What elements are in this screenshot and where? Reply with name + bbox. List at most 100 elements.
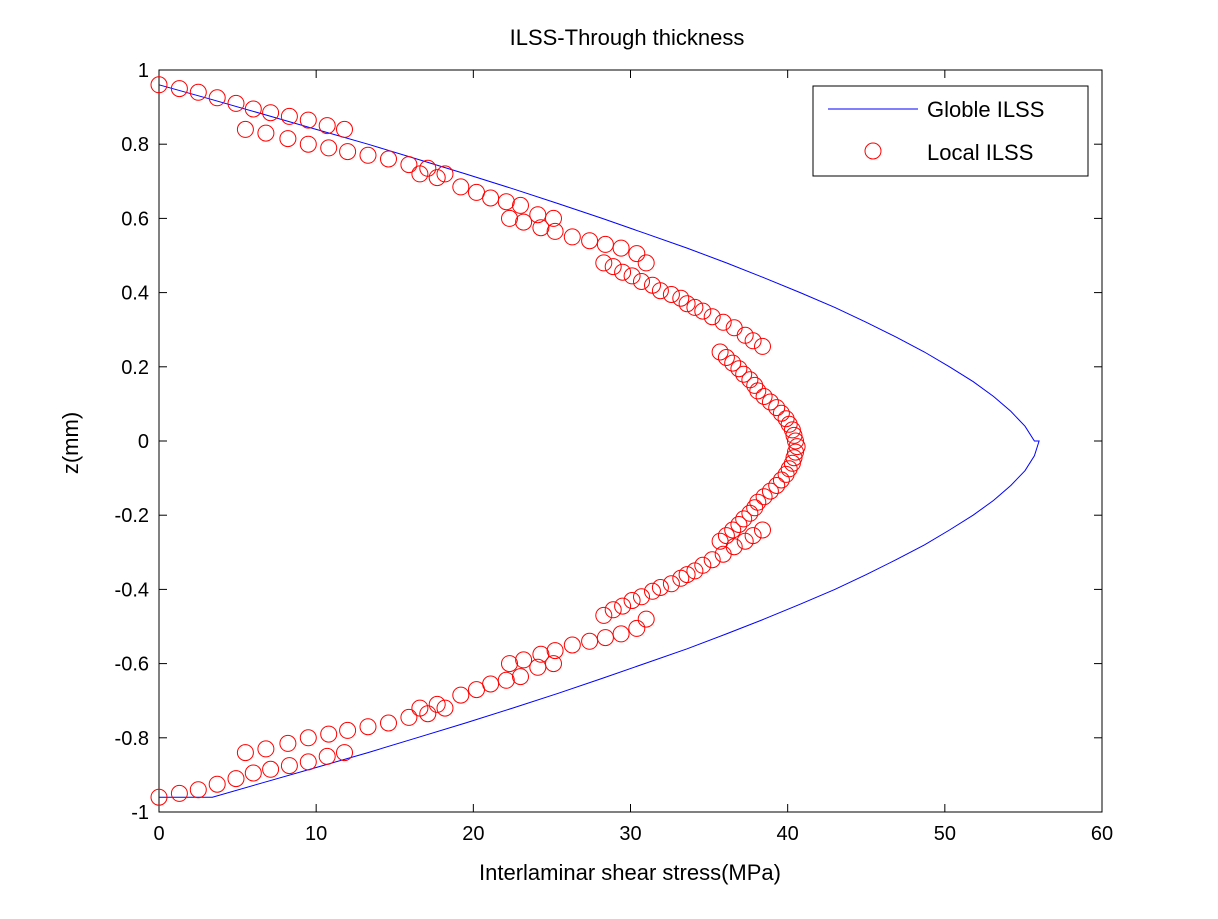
data-point — [320, 725, 338, 743]
data-point — [339, 143, 357, 161]
data-point — [244, 764, 262, 782]
data-point — [380, 150, 397, 168]
x-axis-label: Interlaminar shear stress(MPa) — [479, 860, 781, 885]
data-point — [614, 263, 632, 281]
data-point — [730, 516, 748, 533]
data-point — [637, 254, 655, 272]
data-point — [612, 239, 630, 257]
data-point — [545, 655, 562, 673]
y-axis-label: z(mm) — [58, 412, 83, 474]
data-point — [497, 193, 515, 211]
data-point — [262, 760, 280, 778]
data-point — [170, 80, 188, 98]
legend-box — [812, 85, 1089, 177]
data-point — [320, 139, 338, 157]
series-markers-local-ilss — [150, 76, 806, 806]
data-point — [468, 681, 485, 699]
data-point — [501, 655, 518, 673]
data-point — [150, 788, 168, 806]
data-point — [595, 254, 613, 272]
data-point — [318, 117, 336, 135]
axis-ticks — [158, 69, 1103, 813]
data-point — [714, 313, 732, 331]
data-point — [633, 273, 650, 290]
data-point — [772, 471, 790, 489]
data-point — [336, 120, 353, 138]
data-point — [768, 399, 786, 417]
data-point — [711, 343, 729, 361]
x-tick-label: 50 — [934, 823, 956, 845]
series-layer — [150, 76, 1040, 806]
data-point — [651, 579, 669, 596]
legend: Globle ILSS Local ILSS — [812, 85, 1089, 177]
y-tick-label: 0 — [138, 431, 149, 453]
x-tick-label: 40 — [777, 823, 799, 845]
data-point — [746, 499, 764, 517]
data-point — [529, 658, 547, 676]
data-point — [546, 642, 564, 660]
data-point — [787, 443, 804, 461]
data-point — [208, 89, 226, 107]
data-point — [299, 135, 317, 153]
legend-label-globle: Globle ILSS — [927, 97, 1044, 122]
data-point — [628, 245, 646, 263]
data-point — [428, 695, 446, 713]
data-point — [227, 94, 245, 112]
data-point — [595, 606, 613, 624]
data-point — [318, 747, 336, 765]
data-point — [686, 298, 704, 316]
x-tick-label: 30 — [619, 823, 641, 845]
data-point — [780, 415, 798, 433]
data-point — [244, 100, 262, 118]
data-point — [236, 744, 254, 762]
data-point — [532, 645, 550, 663]
data-point — [512, 668, 529, 686]
data-point — [703, 308, 721, 326]
data-point — [563, 228, 581, 246]
y-tick-label: -0.2 — [115, 505, 149, 527]
y-tick-label: -0.8 — [115, 728, 149, 750]
data-point — [749, 382, 767, 400]
data-point — [380, 714, 397, 732]
data-point — [735, 510, 753, 528]
x-tick-label: 0 — [153, 823, 164, 845]
y-tick-label: -0.6 — [115, 654, 149, 676]
data-point — [604, 601, 622, 619]
y-tick-label: 0.8 — [121, 134, 149, 156]
data-point — [529, 206, 547, 224]
data-point — [678, 295, 696, 313]
data-point — [637, 610, 655, 628]
data-point — [208, 775, 226, 793]
data-point — [339, 721, 357, 739]
data-point — [694, 302, 712, 320]
data-point — [672, 569, 690, 587]
data-point — [150, 76, 168, 94]
data-point — [280, 757, 298, 775]
data-point — [257, 124, 275, 142]
data-point — [741, 504, 759, 522]
data-point — [400, 156, 418, 174]
axis-tick-labels: 0 10 20 30 40 50 60 1 0.8 0.6 0.4 0.2 0 -0.2 -0.4 -0.6 -… — [115, 60, 1114, 845]
data-point — [428, 169, 446, 187]
data-point — [452, 686, 470, 704]
data-point — [714, 545, 732, 563]
data-point — [452, 178, 470, 196]
data-point — [651, 282, 669, 300]
data-point — [744, 332, 762, 350]
data-point — [754, 521, 771, 539]
data-point — [515, 213, 533, 231]
data-point — [581, 632, 599, 650]
data-point — [633, 588, 650, 606]
data-point — [735, 365, 753, 383]
data-point — [227, 770, 245, 788]
data-point — [546, 222, 564, 240]
data-point — [730, 360, 748, 378]
y-tick-label: -0.4 — [115, 579, 149, 601]
legend-circle-swatch — [864, 142, 882, 160]
data-point — [189, 781, 207, 799]
data-point — [279, 734, 297, 752]
data-point — [515, 651, 533, 669]
data-point — [279, 130, 297, 148]
data-point — [754, 337, 771, 355]
